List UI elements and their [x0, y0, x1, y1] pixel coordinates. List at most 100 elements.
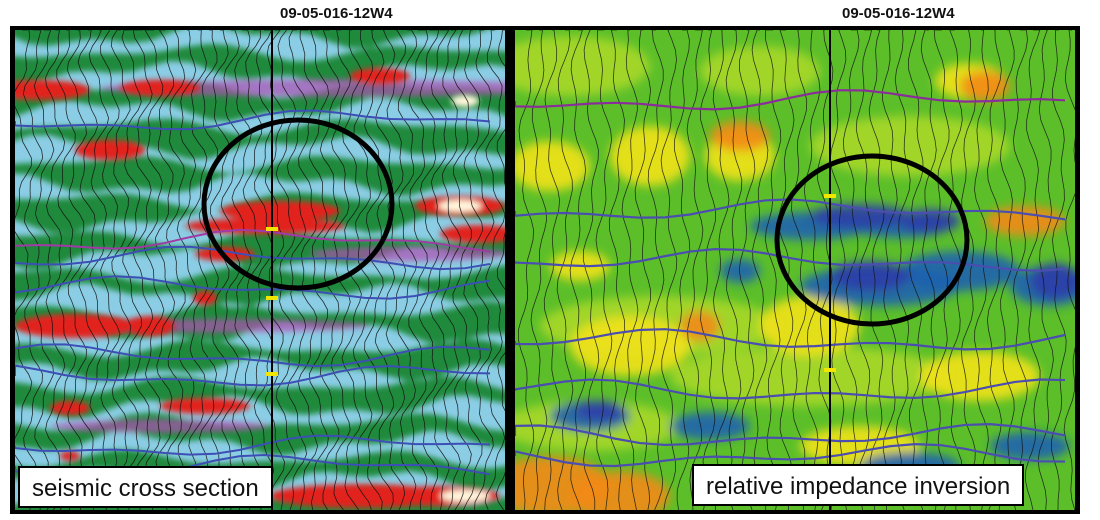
peak-amplitude	[440, 225, 505, 243]
wiggle-trace	[44, 30, 66, 510]
impedance-region	[670, 346, 950, 406]
wiggle-trace	[319, 30, 341, 510]
impedance-image	[515, 30, 1075, 510]
wiggle-trace	[1024, 30, 1041, 510]
wiggle-trace	[738, 30, 756, 510]
wiggle-trace	[803, 30, 821, 510]
peak-highlight	[438, 200, 482, 212]
horizon-line	[515, 328, 1066, 351]
wiggle-trace	[777, 30, 795, 510]
wiggle-trace	[621, 30, 639, 510]
impedance-region	[575, 401, 625, 421]
wiggle-trace	[15, 30, 33, 510]
well-marker	[266, 296, 278, 300]
trough-band	[15, 246, 505, 284]
wiggle-trace	[1063, 30, 1075, 510]
peak-highlight	[440, 490, 490, 502]
highlight-circle	[774, 153, 970, 327]
impedance-region	[830, 261, 910, 291]
wiggle-trace	[463, 30, 484, 510]
wiggle-trace	[882, 30, 898, 510]
caption-seismic: seismic cross section	[18, 466, 273, 508]
impedance-region	[1030, 263, 1075, 299]
strong-trough	[310, 246, 505, 262]
wiggle-trace	[495, 30, 505, 510]
strong-trough	[100, 79, 505, 97]
well-marker	[824, 194, 836, 198]
wiggle-trace	[22, 30, 44, 510]
horizon-line	[15, 245, 491, 271]
highlight-circle	[201, 117, 395, 291]
horizon-line	[515, 198, 1066, 221]
wiggle-trace	[408, 30, 429, 510]
wiggle-trace	[33, 30, 55, 510]
wiggle-trace	[77, 30, 99, 510]
impedance-region	[710, 121, 770, 151]
wiggle-trace	[518, 30, 535, 510]
impedance-region	[720, 259, 760, 283]
wiggle-trace	[132, 30, 154, 510]
wiggle-trace	[154, 30, 176, 510]
peak-amplitude	[120, 80, 200, 96]
wiggle-trace	[429, 30, 451, 510]
impedance-region	[670, 412, 750, 440]
impedance-region	[985, 206, 1065, 236]
impedance-region	[570, 316, 690, 376]
wiggle-trace	[441, 30, 462, 510]
wiggle-trace	[242, 30, 264, 510]
well-marker	[266, 227, 278, 231]
wiggle-trace	[220, 30, 242, 510]
impedance-region	[990, 432, 1070, 460]
peak-amplitude	[125, 316, 175, 336]
impedance-region	[900, 209, 960, 233]
peak-amplitude	[60, 451, 80, 461]
impedance-region	[960, 71, 1010, 101]
wiggle-trace	[699, 30, 716, 510]
wiggle-trace	[484, 30, 505, 510]
horizon-line	[515, 443, 1066, 468]
wiggle-trace	[452, 30, 472, 510]
impedance-panel	[510, 26, 1080, 514]
peak-amplitude	[15, 80, 90, 100]
wiggle-trace	[374, 30, 396, 510]
wiggle-trace	[275, 30, 297, 510]
wiggle-trace	[231, 30, 252, 510]
wiggle-trace	[110, 30, 132, 510]
wiggle-trace	[907, 30, 924, 510]
impedance-region	[515, 36, 650, 96]
wiggle-trace	[673, 30, 691, 510]
horizon-line	[15, 434, 491, 456]
horizon-line	[15, 228, 491, 253]
wiggle-trace	[341, 30, 362, 510]
wiggle-trace	[286, 30, 308, 510]
wiggle-trace	[166, 30, 186, 510]
peak-amplitude	[75, 140, 145, 160]
horizon-line	[15, 343, 491, 368]
trough-band	[15, 97, 505, 136]
wiggle-trace	[418, 30, 440, 510]
impedance-region	[810, 204, 910, 228]
wiggle-trace	[647, 30, 665, 510]
strong-trough	[50, 419, 270, 433]
wiggle-trace	[66, 30, 88, 510]
horizon-line	[15, 364, 491, 387]
wiggle-trace	[143, 30, 165, 510]
peak-highlight	[451, 95, 479, 107]
wiggle-trace	[1051, 30, 1067, 510]
peak-amplitude	[185, 218, 345, 234]
seismic-panel	[10, 26, 510, 514]
trough-band	[15, 135, 505, 173]
wiggle-trace	[253, 30, 275, 510]
wiggle-trace	[660, 30, 678, 510]
wiggle-trace	[894, 30, 911, 510]
wiggle-trace	[998, 30, 1015, 510]
wiggle-trace	[725, 30, 743, 510]
trough-band	[15, 395, 505, 432]
wiggle-trace	[712, 30, 730, 510]
impedance-region	[515, 141, 590, 191]
impedance-region	[700, 46, 820, 96]
wiggle-trace	[210, 30, 231, 510]
wiggle-trace	[100, 30, 121, 510]
wiggle-trace	[121, 30, 142, 510]
trough-band	[15, 320, 505, 358]
